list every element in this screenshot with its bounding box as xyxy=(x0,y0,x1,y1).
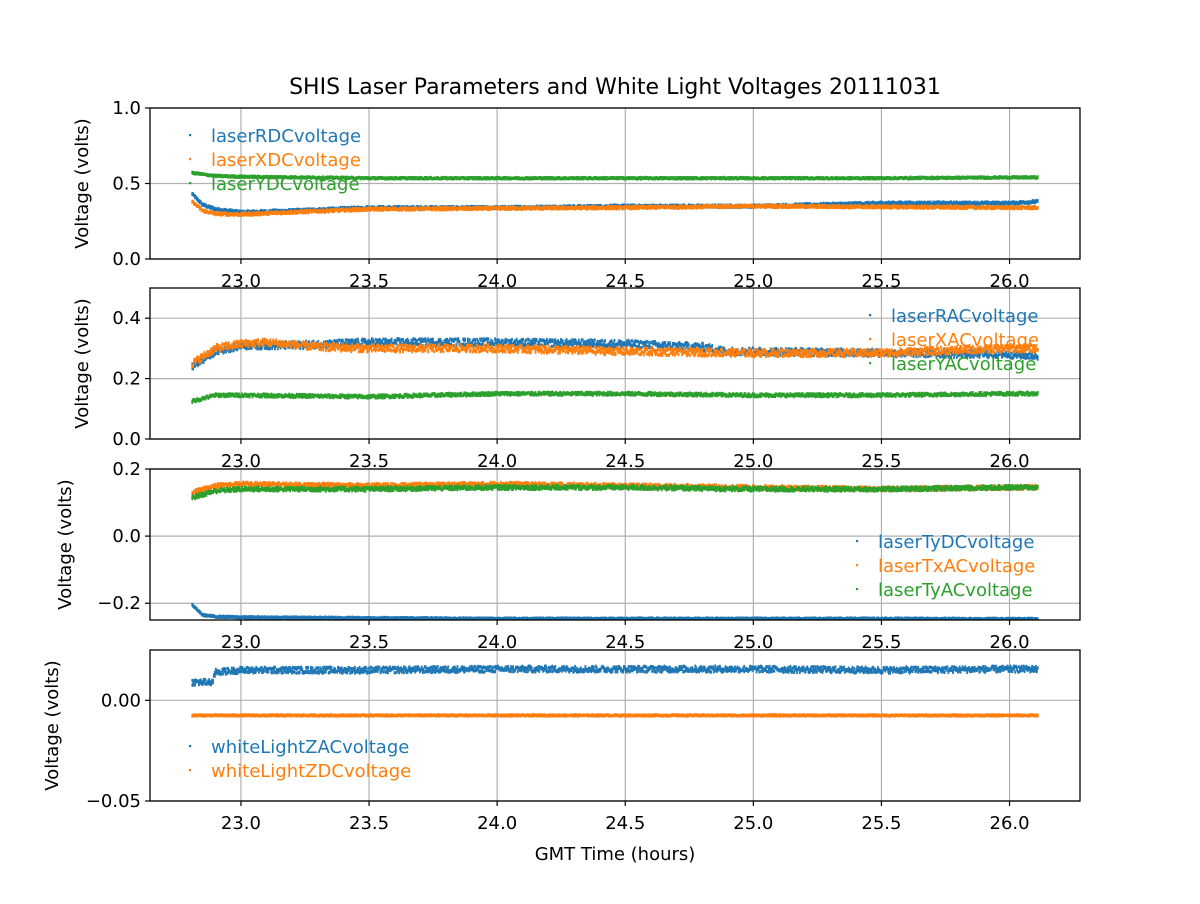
chart-title: SHIS Laser Parameters and White Light Vo… xyxy=(289,75,941,100)
x-axis-label: GMT Time (hours) xyxy=(535,844,696,865)
data-point xyxy=(1037,206,1039,209)
data-point xyxy=(1037,199,1039,202)
